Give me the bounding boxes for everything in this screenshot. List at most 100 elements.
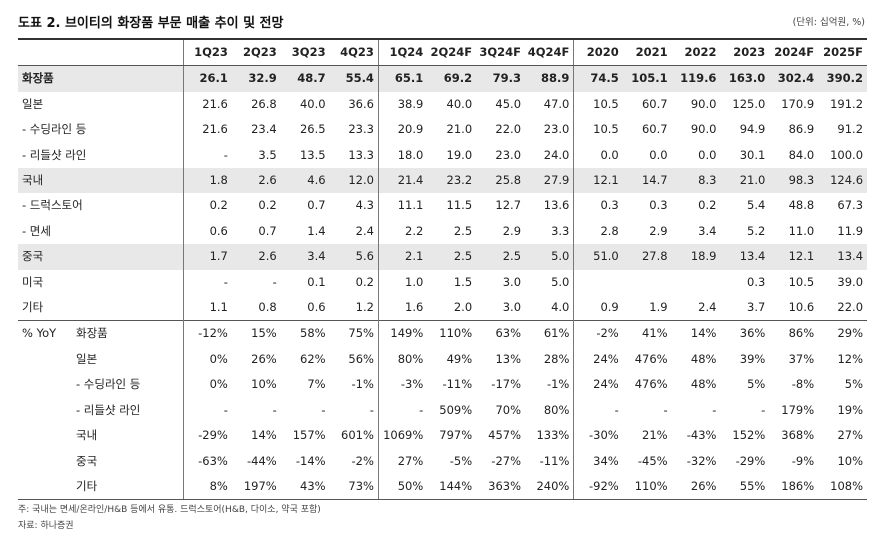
- table-cell: 27%: [397, 453, 424, 468]
- yoy-row: - 리들샷 라인 - - - - -509% 70% 80% - - - -179% 19%: [18, 397, 867, 424]
- table-cell: 0.2: [698, 198, 717, 213]
- yoy-label-text: - 리들샷 라인: [76, 402, 141, 417]
- table-cell: 368%: [781, 428, 815, 443]
- table-cell: 48.8: [788, 198, 815, 213]
- table-cell: -: [614, 402, 619, 417]
- table-cell: 100.0: [830, 147, 864, 162]
- table-cell: 1.4: [307, 223, 326, 238]
- table-cell: 21.0: [446, 122, 473, 137]
- table-cell: 12.1: [769, 244, 819, 270]
- row-label: 기타: [18, 295, 184, 321]
- table-cell: -: [761, 402, 766, 417]
- header-corner: [18, 38, 184, 67]
- table-cell: 69.2: [427, 65, 477, 92]
- table-cell: 2.9: [649, 223, 668, 238]
- table-cell: -11%: [442, 377, 473, 392]
- table-cell: 8.3: [671, 168, 721, 194]
- yoy-label-text: 국내: [76, 428, 98, 443]
- table-cell: 0.2: [258, 198, 277, 213]
- table-cell: -27%: [491, 453, 522, 468]
- table-cell: 94.9: [739, 122, 766, 137]
- table-cell: 10%: [251, 377, 277, 392]
- table-cell: -63%: [198, 453, 228, 468]
- table-cell: 2.5: [476, 244, 526, 270]
- table-cell: 80%: [397, 351, 424, 366]
- table-cell: 18.9: [671, 244, 721, 270]
- table-cell: 29%: [818, 320, 868, 347]
- table-cell: 0%: [209, 351, 228, 366]
- table-cell: 75%: [329, 320, 379, 347]
- table-cell: -11%: [525, 448, 575, 474]
- table-cell: 20.9: [397, 122, 424, 137]
- table-cell: 41%: [622, 320, 672, 347]
- table-cell: 14%: [671, 320, 721, 347]
- table-cell: 90.0: [690, 122, 717, 137]
- table-cell: 47.0: [525, 91, 575, 118]
- table-cell: 2.4: [329, 218, 379, 245]
- yoy-row: 중국 -63% -44% -14% -2% 27% -5% -27% -11% 34% -45% -3…: [18, 448, 867, 474]
- table-cell: 186%: [769, 473, 819, 501]
- table-cell: 86.9: [788, 122, 815, 137]
- table-row: 중국 1.7 2.6 3.4 5.6 2.1 2.5 2.5 5.0 51.0 27.8 18.9 13…: [18, 244, 868, 270]
- table-cell: -: [329, 397, 379, 424]
- table-cell: 8%: [183, 473, 232, 501]
- table-cell: 509%: [439, 402, 473, 417]
- table-cell: -: [223, 147, 228, 162]
- table-cell: 363%: [476, 473, 526, 501]
- yoy-row: - 수딩라인 등 0% 10% 7% -1% -3% -11% -17% -1% 24% 476% 4…: [18, 372, 867, 398]
- table-cell: 157%: [292, 428, 326, 443]
- row-label: - 면세: [18, 218, 184, 245]
- table-cell: 4.0: [525, 295, 575, 321]
- table-cell: 0.3: [747, 274, 766, 289]
- table-cell: 2.6: [231, 244, 281, 270]
- table-cell: 191.2: [830, 96, 864, 111]
- row-label: - 리들샷 라인: [18, 142, 184, 169]
- table-cell: 2.2: [405, 223, 424, 238]
- table-cell: 11.9: [837, 223, 864, 238]
- table-cell: 12.1: [573, 168, 623, 194]
- table-cell: 24%: [593, 377, 619, 392]
- table-cell: 13.6: [525, 193, 575, 219]
- table-cell: 27.9: [525, 168, 575, 194]
- table-cell: 0.0: [698, 147, 717, 162]
- table-cell: 13.4: [818, 244, 868, 270]
- table-cell: 84.0: [788, 147, 815, 162]
- table-cell: 152%: [732, 428, 766, 443]
- yoy-row-label: 일본: [18, 346, 184, 373]
- table-cell: 0.7: [307, 198, 326, 213]
- table-cell: 2.4: [698, 300, 717, 315]
- table-cell: -: [663, 402, 668, 417]
- table-cell: 26.1: [183, 65, 232, 92]
- table-cell: -1%: [525, 372, 575, 398]
- yoy-label-text: - 수딩라인 등: [76, 377, 141, 392]
- column-header: 2023: [720, 38, 770, 67]
- table-cell: 3.7: [747, 300, 766, 315]
- sales-table: 1Q23 2Q23 3Q23 4Q23 1Q24 2Q24F 3Q24F 4Q24F 2020 2…: [18, 38, 868, 501]
- table-cell: 0.2: [329, 269, 379, 296]
- table-cell: -44%: [247, 453, 277, 468]
- table-cell: 163.0: [720, 65, 770, 92]
- yoy-label-text: 일본: [76, 351, 98, 366]
- table-cell: 25.8: [476, 168, 526, 194]
- table-cell: 79.3: [476, 65, 526, 92]
- table-cell: 18.0: [397, 147, 424, 162]
- table-cell: 21%: [642, 428, 668, 443]
- table-cell: 27.8: [622, 244, 672, 270]
- table-cell: 38.9: [397, 96, 424, 111]
- table-cell: 43%: [280, 473, 330, 501]
- yoy-row: % YoY 화장품 -12% 15% 58% 75% 149% 110% 63% 61% -2% 41…: [18, 320, 868, 347]
- yoy-section-label: % YoY: [22, 326, 57, 341]
- table-cell: 28%: [525, 346, 575, 373]
- table-cell: -: [223, 274, 228, 289]
- table-cell: 3.3: [525, 218, 575, 245]
- table-cell: -12%: [183, 320, 232, 347]
- table-cell: 110%: [622, 473, 672, 501]
- table-cell: -45%: [637, 453, 668, 468]
- table-cell: 21.6: [202, 122, 228, 137]
- yoy-row: 기타 8% 197% 43% 73% 50% 144% 363% 240% -92% 110% 26%…: [18, 473, 868, 501]
- yoy-label-text: 기타: [76, 478, 98, 493]
- table-cell: 0.8: [258, 300, 277, 315]
- column-header: 2Q24F: [427, 38, 477, 67]
- table-cell: 37%: [788, 351, 815, 366]
- table-cell: 0.1: [307, 274, 326, 289]
